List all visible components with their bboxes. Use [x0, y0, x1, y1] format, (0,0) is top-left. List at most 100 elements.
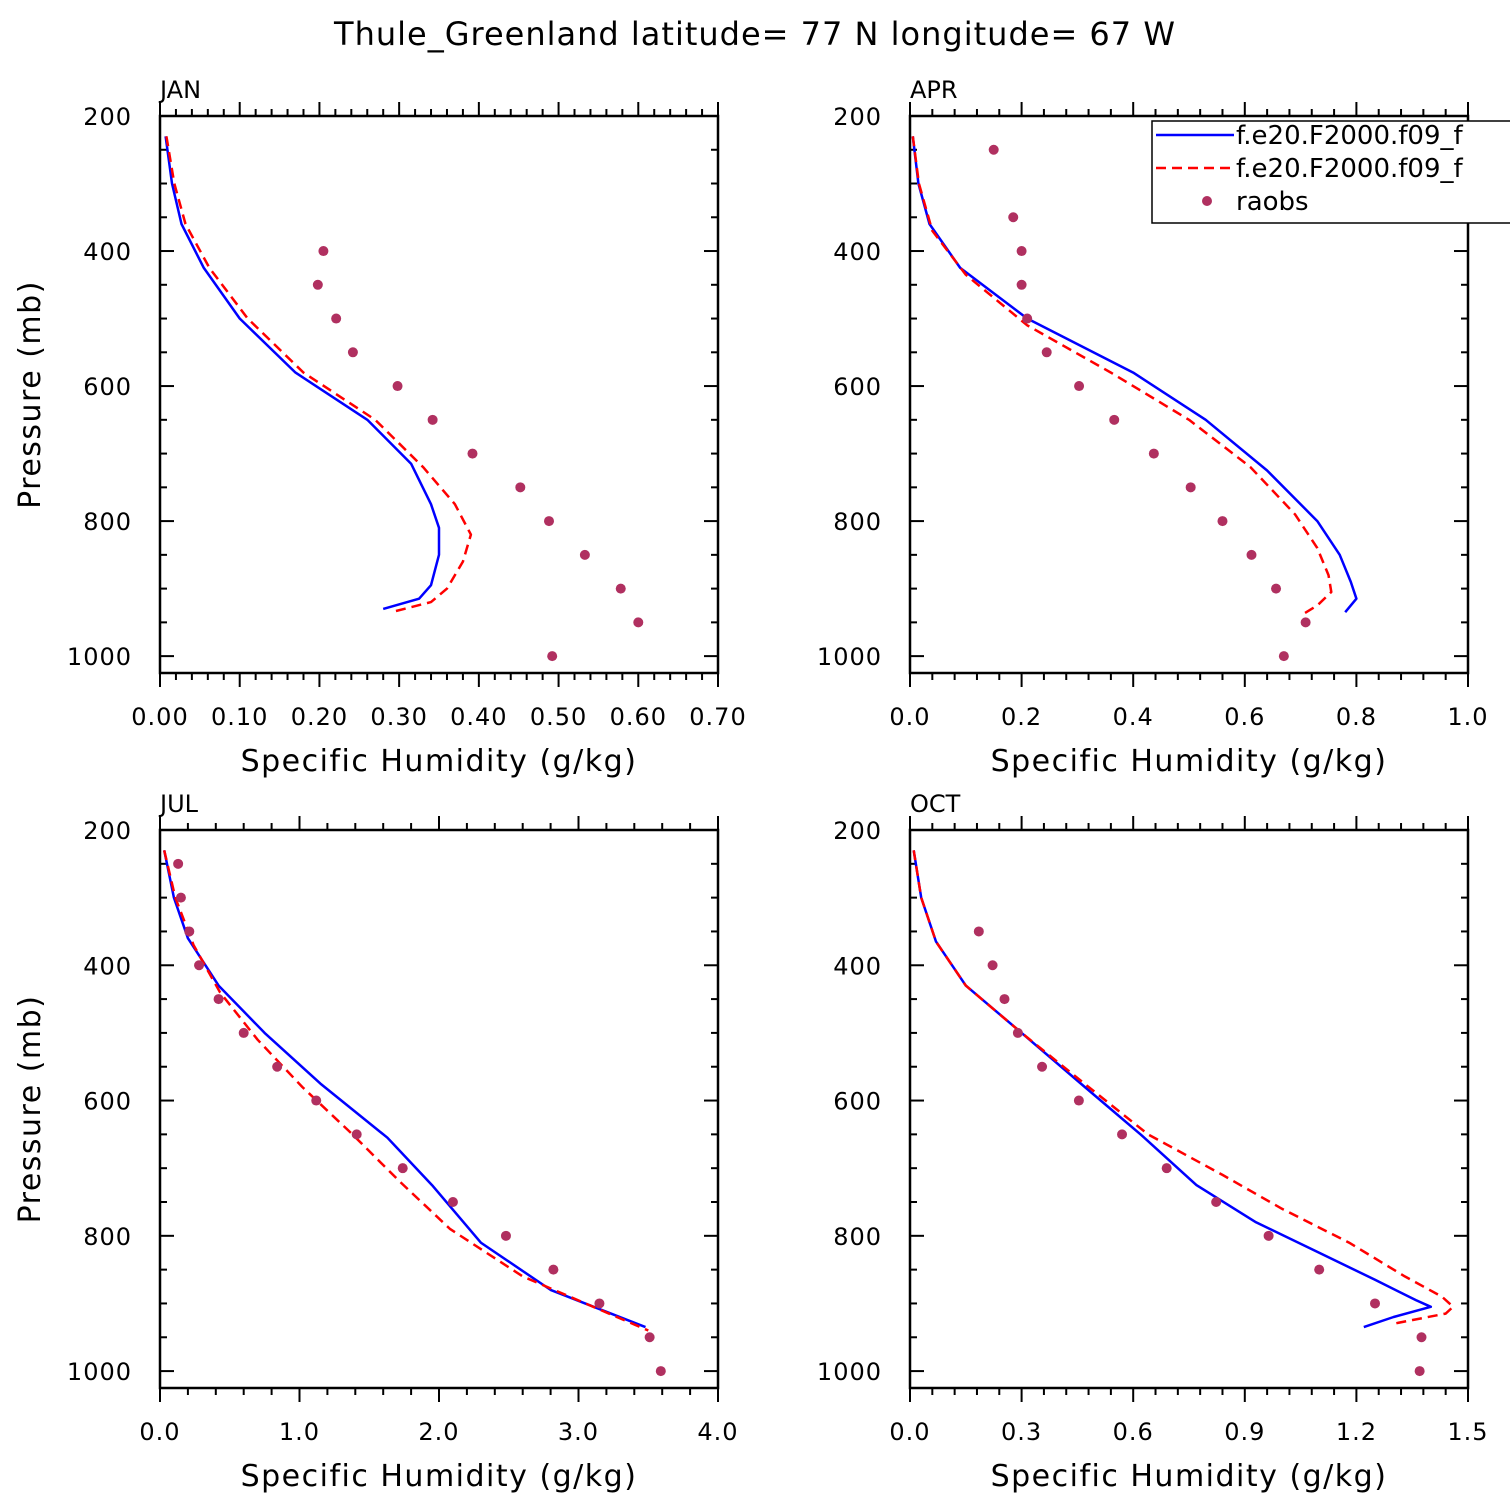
plot-frame [908, 114, 1470, 675]
raobs-point [1008, 212, 1019, 223]
raobs-point [548, 1264, 559, 1275]
legend-box [1151, 120, 1510, 224]
x-tick-label: 0.60 [610, 703, 667, 731]
raobs-point [1414, 1366, 1425, 1377]
x-tick-label: 0.70 [689, 703, 746, 731]
x-tick-label: 1.2 [1336, 1418, 1377, 1446]
raobs-point [447, 1197, 458, 1207]
raobs-point [397, 1163, 408, 1174]
x-tick-label: 0.0 [139, 1418, 180, 1446]
x-tick-label: 1.0 [1447, 703, 1488, 731]
x-axis-title: Specific Humidity (g/kg) [241, 1459, 638, 1494]
raobs-point [1016, 279, 1027, 290]
y-tick-label: 1000 [817, 643, 882, 671]
raobs-point [1271, 583, 1282, 594]
raobs-point [1041, 347, 1052, 358]
y-tick-label: 200 [83, 817, 132, 845]
panels: JAN 200 400 600 800 1000 0.00 0.10 0.20 0.30 0.40 0… [13, 76, 1488, 1494]
raobs-point [973, 926, 984, 937]
series-line-model-solid [162, 850, 646, 1329]
raobs-point [318, 246, 329, 257]
x-tick-label: 0.50 [530, 703, 587, 731]
y-tick-label: 400 [833, 238, 882, 266]
y-tick-label: 600 [83, 1088, 132, 1116]
y-tick-label: 400 [83, 238, 132, 266]
x-tick-label: 3.0 [558, 1418, 599, 1446]
x-tick-label: 0.2 [1001, 703, 1042, 731]
y-tick-label: 400 [833, 952, 882, 980]
raobs-point [1016, 246, 1027, 257]
raobs-point [392, 381, 403, 392]
y-tick-label: 800 [83, 1223, 132, 1251]
panel-jan: JAN 200 400 600 800 1000 0.00 0.10 0.20 0.30 0.40 0… [13, 76, 746, 779]
figure-title: Thule_Greenland latitude= 77 N longitude… [333, 15, 1176, 53]
raobs-point [999, 994, 1010, 1005]
raobs-point [544, 516, 555, 527]
x-tick-label: 1.5 [1447, 1418, 1488, 1446]
raobs-point [547, 651, 558, 662]
raobs-point [615, 583, 626, 594]
y-tick-label: 200 [833, 817, 882, 845]
raobs-point [515, 482, 526, 493]
x-tick-label: 2.0 [418, 1418, 459, 1446]
raobs-point [594, 1298, 605, 1309]
panel-label: OCT [910, 790, 961, 818]
x-tick-label: 0.20 [291, 703, 348, 731]
raobs-point [173, 858, 184, 869]
raobs-point [579, 549, 590, 560]
raobs-point [633, 617, 644, 628]
raobs-point [1109, 414, 1120, 425]
raobs-point [1370, 1298, 1380, 1309]
y-tick-label: 200 [833, 103, 882, 131]
x-tick-label: 0.40 [450, 703, 507, 731]
raobs-point [1148, 448, 1159, 459]
series-line-model-dashed [165, 136, 473, 614]
y-tick-label: 600 [833, 1088, 882, 1116]
raobs-point [194, 960, 205, 971]
raobs-point [272, 1061, 283, 1072]
raobs-point [351, 1129, 362, 1140]
raobs-point [331, 313, 342, 324]
panel-label: JUL [158, 790, 199, 818]
y-tick-label: 200 [83, 103, 132, 131]
raobs-point [1416, 1332, 1427, 1343]
legend-marker-raobs [1202, 196, 1212, 206]
raobs-point [1278, 651, 1289, 662]
raobs-point [1185, 482, 1196, 493]
raobs-point [467, 448, 478, 459]
x-tick-label: 0.30 [370, 703, 427, 731]
raobs-point [175, 892, 186, 903]
y-tick-label: 800 [83, 508, 132, 536]
series-line-model-dashed [911, 136, 1333, 617]
x-tick-label: 0.10 [211, 703, 268, 731]
x-tick-label: 4.0 [697, 1418, 738, 1446]
y-tick-label: 1000 [67, 643, 132, 671]
raobs-point [1217, 516, 1228, 527]
raobs-point [312, 279, 323, 290]
panel-label: APR [910, 76, 958, 104]
x-tick-label: 0.6 [1224, 703, 1265, 731]
x-tick-label: 0.9 [1224, 1418, 1265, 1446]
raobs-point [1161, 1163, 1172, 1174]
raobs-point [1211, 1197, 1222, 1207]
x-tick-label: 0.00 [131, 703, 188, 731]
x-axis-title: Specific Humidity (g/kg) [991, 1459, 1388, 1494]
panel-apr: APR 200 400 600 800 1000 0.0 0.2 0.4 0.6 0.8 1.0 Spe… [817, 76, 1488, 779]
raobs-point [500, 1230, 511, 1241]
raobs-point [1012, 1027, 1023, 1038]
panel-jul: JUL 200 400 600 800 1000 0.0 1.0 2.0 3.0 4.0 Specif… [13, 790, 738, 1494]
raobs-point [1314, 1264, 1325, 1275]
y-tick-label: 600 [83, 373, 132, 401]
y-tick-label: 600 [833, 373, 882, 401]
raobs-point [1022, 313, 1033, 324]
raobs-point [213, 994, 224, 1005]
plot-frame [158, 114, 720, 675]
y-tick-label: 1000 [67, 1358, 132, 1386]
series-line-model-dashed [912, 850, 1455, 1325]
raobs-point [184, 926, 195, 937]
raobs-point [347, 347, 358, 358]
raobs-point [1117, 1129, 1128, 1140]
raobs-point [1246, 549, 1257, 560]
